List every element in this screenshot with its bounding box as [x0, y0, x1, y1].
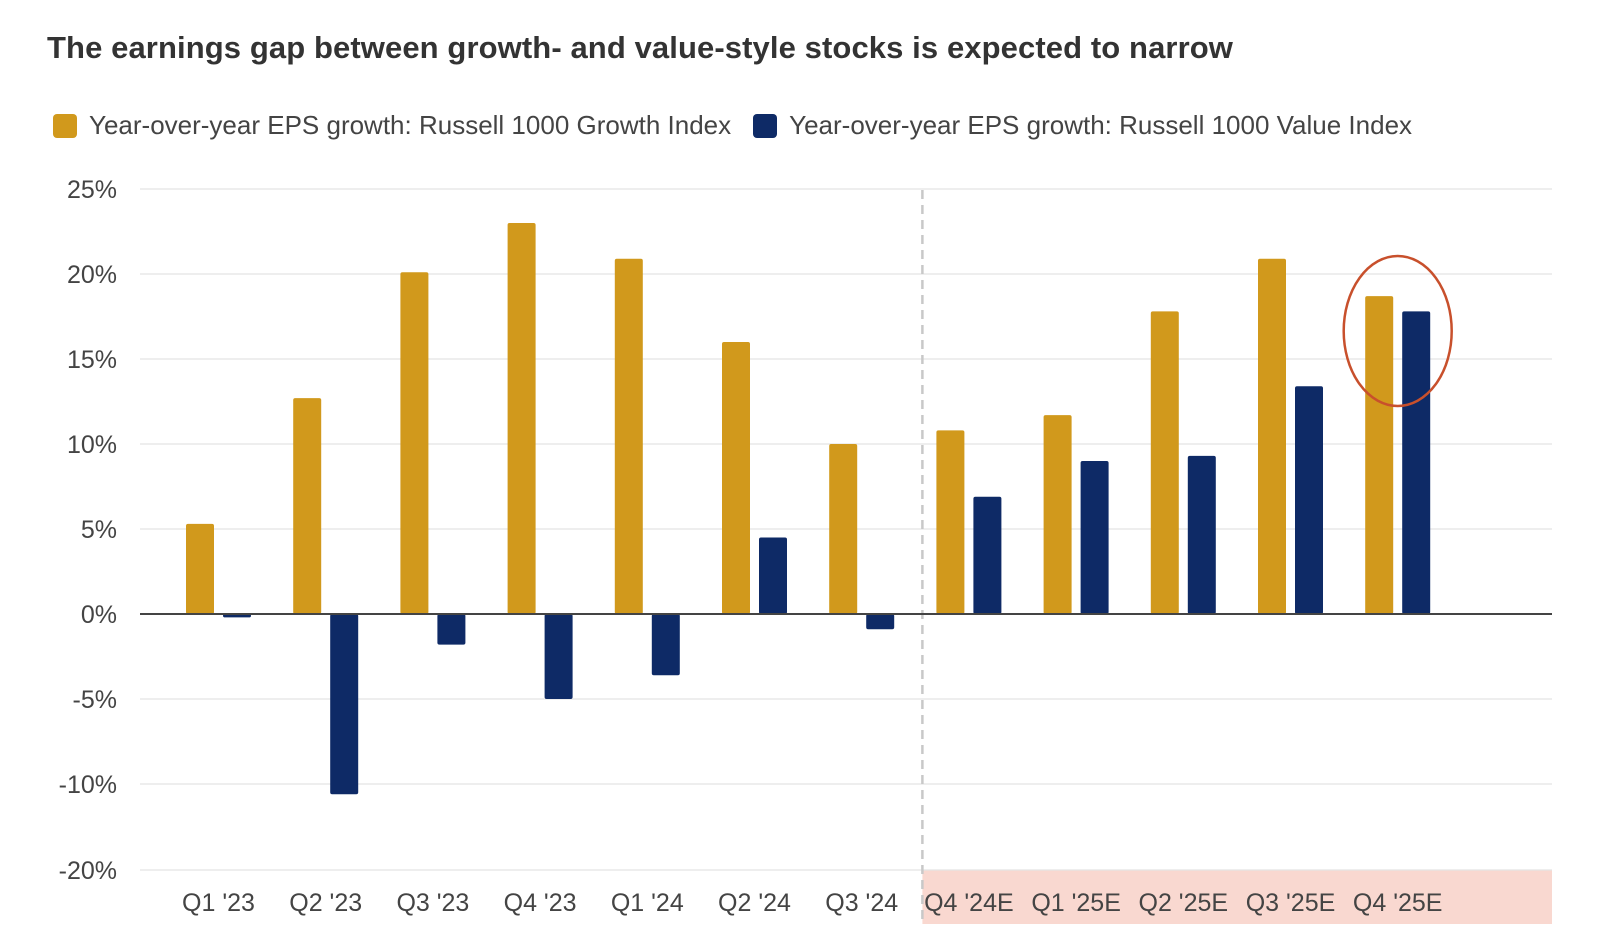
bar-value [1187, 455, 1216, 614]
bar-growth [293, 398, 322, 614]
bar-growth [1365, 296, 1394, 614]
x-tick-label: Q4 '24E [924, 889, 1014, 917]
x-tick-label: Q4 '23 [504, 889, 577, 917]
x-tick-label: Q2 '25E [1139, 889, 1229, 917]
bar-value [1080, 461, 1109, 614]
x-tick-label: Q4 '25E [1353, 889, 1443, 917]
bar-value [330, 614, 359, 795]
estimate-band [922, 870, 1552, 924]
legend-swatch-value [753, 113, 778, 138]
highlight-ring [1342, 254, 1453, 408]
y-tick-label: 5% [81, 516, 117, 544]
y-tick-label: 0% [81, 601, 117, 629]
bar-growth [936, 430, 965, 614]
bar-value [759, 537, 787, 614]
bar-growth [1258, 258, 1286, 614]
x-tick-label: Q2 '24 [718, 889, 791, 917]
y-tick-label: 20% [67, 261, 117, 289]
y-tick-label: -5% [73, 686, 117, 714]
bar-growth [614, 258, 643, 614]
x-tick-label: Q3 '24 [825, 889, 898, 917]
bar-growth [722, 342, 750, 614]
bar-growth [829, 444, 858, 614]
x-tick-label: Q1 '24 [611, 889, 684, 917]
x-tick-label: Q2 '23 [289, 889, 362, 917]
x-tick-label: Q1 '25E [1031, 889, 1121, 917]
legend-swatch-growth [53, 113, 77, 138]
bar-value [1402, 311, 1431, 614]
legend-label-value: Year-over-year EPS growth: Russell 1000 … [789, 110, 1413, 140]
bar-value [544, 614, 573, 699]
legend: Year-over-year EPS growth: Russell 1000 … [53, 110, 1434, 141]
y-tick-label: 10% [67, 431, 117, 459]
bar-value [1295, 386, 1323, 614]
legend-item-value: Year-over-year EPS growth: Russell 1000 … [753, 110, 1412, 141]
bar-growth [1150, 311, 1179, 614]
y-tick-label: -10% [59, 771, 117, 799]
legend-label-growth: Year-over-year EPS growth: Russell 1000 … [89, 110, 732, 140]
x-tick-label: Q1 '23 [182, 889, 255, 917]
legend-item-growth: Year-over-year EPS growth: Russell 1000 … [53, 110, 731, 141]
y-tick-label: 25% [67, 176, 117, 204]
bar-growth [507, 223, 536, 614]
x-tick-label: Q3 '23 [396, 889, 469, 917]
bar-value [651, 614, 680, 676]
chart-title: The earnings gap between growth- and val… [47, 30, 1233, 65]
bar-growth [1043, 415, 1072, 614]
bar-value [973, 496, 1002, 614]
x-tick-label: Q3 '25E [1246, 889, 1336, 917]
bar-value [866, 614, 895, 630]
y-tick-label: -20% [59, 857, 117, 885]
bar-value [437, 614, 466, 645]
bar-growth [186, 523, 214, 614]
bar-growth [400, 272, 429, 614]
y-tick-label: 15% [67, 346, 117, 374]
